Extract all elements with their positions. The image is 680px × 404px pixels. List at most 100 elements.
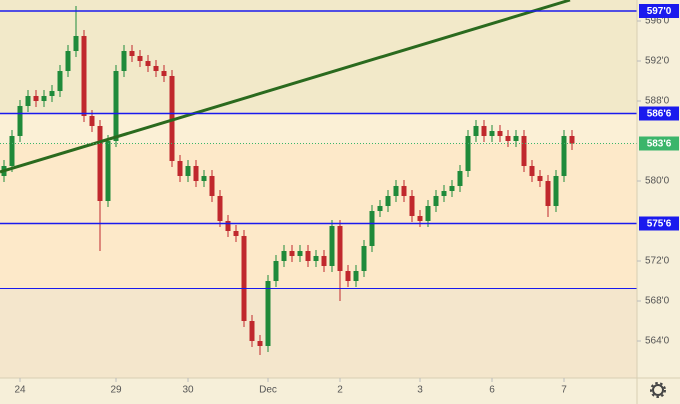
candle-body xyxy=(169,76,175,161)
candle-body xyxy=(321,256,327,266)
candle-body xyxy=(89,116,95,126)
candle-body xyxy=(393,186,399,196)
x-tick-label: 2 xyxy=(337,385,343,396)
candle-body xyxy=(121,51,127,71)
candle-body xyxy=(473,126,479,136)
y-tick-label: 596'0 xyxy=(645,16,670,27)
candle-body xyxy=(537,176,543,181)
zone-band xyxy=(0,113,637,144)
candle-body xyxy=(489,131,495,136)
candle-body xyxy=(17,106,23,136)
candle-body xyxy=(465,136,471,171)
zone-band xyxy=(0,0,637,114)
x-tick-label: 7 xyxy=(561,385,567,396)
y-tick-label: 568'0 xyxy=(645,296,670,307)
candle-body xyxy=(281,251,287,261)
candle-body xyxy=(369,211,375,246)
y-tick-label: 564'0 xyxy=(645,336,670,347)
candle-body xyxy=(417,216,423,221)
candle-body xyxy=(105,141,111,201)
x-tick-label: 3 xyxy=(417,385,423,396)
y-tick-label: 592'0 xyxy=(645,56,670,67)
candle-body xyxy=(305,251,311,261)
candle-body xyxy=(49,91,55,96)
x-tick-label: Dec xyxy=(259,385,277,396)
candle-body xyxy=(569,136,575,144)
candle-body xyxy=(481,126,487,136)
level-label-box xyxy=(639,106,679,121)
candle-body xyxy=(345,271,351,281)
candle-body xyxy=(273,261,279,281)
last-price-label: 583'6 xyxy=(647,139,672,150)
x-tick-label: 30 xyxy=(182,385,194,396)
candle-body xyxy=(113,71,119,141)
candle-body xyxy=(457,171,463,186)
x-tick-label: 29 xyxy=(110,385,122,396)
candle-body xyxy=(265,281,271,346)
candle-body xyxy=(425,206,431,221)
candle-body xyxy=(529,166,535,176)
zone-band xyxy=(0,143,637,289)
candle-body xyxy=(401,186,407,196)
candle-body xyxy=(449,186,455,191)
level-label-box xyxy=(639,4,679,18)
candle-body xyxy=(337,226,343,271)
x-tick-label: 24 xyxy=(14,385,26,396)
candle-body xyxy=(217,196,223,221)
candle-body xyxy=(145,61,151,66)
settings-icon[interactable] xyxy=(650,382,666,398)
candle-body xyxy=(361,246,367,271)
candle-body xyxy=(257,341,263,346)
candle-body xyxy=(201,176,207,181)
gear xyxy=(652,384,664,396)
level-label: 597'0 xyxy=(647,6,672,17)
candle-body xyxy=(81,36,87,116)
level-label: 586'6 xyxy=(647,109,672,120)
candle-body xyxy=(409,196,415,216)
zone-band xyxy=(0,288,637,378)
candle-body xyxy=(65,51,71,71)
candle-body xyxy=(57,71,63,91)
candle-body xyxy=(505,136,511,141)
candle-body xyxy=(289,251,295,256)
candle-body xyxy=(545,181,551,206)
candle-body xyxy=(513,136,519,141)
y-tick-label: 588'0 xyxy=(645,96,670,107)
candle-body xyxy=(161,71,167,76)
candle-body xyxy=(153,66,159,71)
candle-body xyxy=(241,236,247,321)
gear-teeth xyxy=(650,382,666,398)
candle-body xyxy=(41,96,47,101)
candle-body xyxy=(249,321,255,341)
level-label: 575'6 xyxy=(647,219,672,230)
y-tick-label: 580'0 xyxy=(645,176,670,187)
level-label-box xyxy=(639,216,679,231)
candle-body xyxy=(129,51,135,56)
candle-body xyxy=(185,166,191,176)
candle-body xyxy=(329,226,335,266)
y-tick-label: 572'0 xyxy=(645,256,670,267)
trend-line xyxy=(0,0,571,174)
candle-body xyxy=(353,271,359,281)
candle-body xyxy=(225,221,231,231)
candle-body xyxy=(177,161,183,176)
candle-body xyxy=(377,206,383,211)
candle-body xyxy=(521,136,527,166)
plot-area xyxy=(0,0,637,378)
candle-body xyxy=(193,166,199,181)
candle-body xyxy=(73,36,79,51)
candle-body xyxy=(313,256,319,261)
candle-body xyxy=(9,136,15,166)
last-price-box xyxy=(639,136,679,151)
candle-body xyxy=(209,176,215,196)
candle-body xyxy=(433,196,439,206)
candle-body xyxy=(297,251,303,256)
candle-body xyxy=(25,96,31,106)
candle-body xyxy=(33,96,39,101)
x-tick-label: 6 xyxy=(489,385,495,396)
candle-body xyxy=(233,231,239,236)
candle-body xyxy=(561,136,567,176)
candle-body xyxy=(137,56,143,61)
candle-body xyxy=(497,131,503,136)
